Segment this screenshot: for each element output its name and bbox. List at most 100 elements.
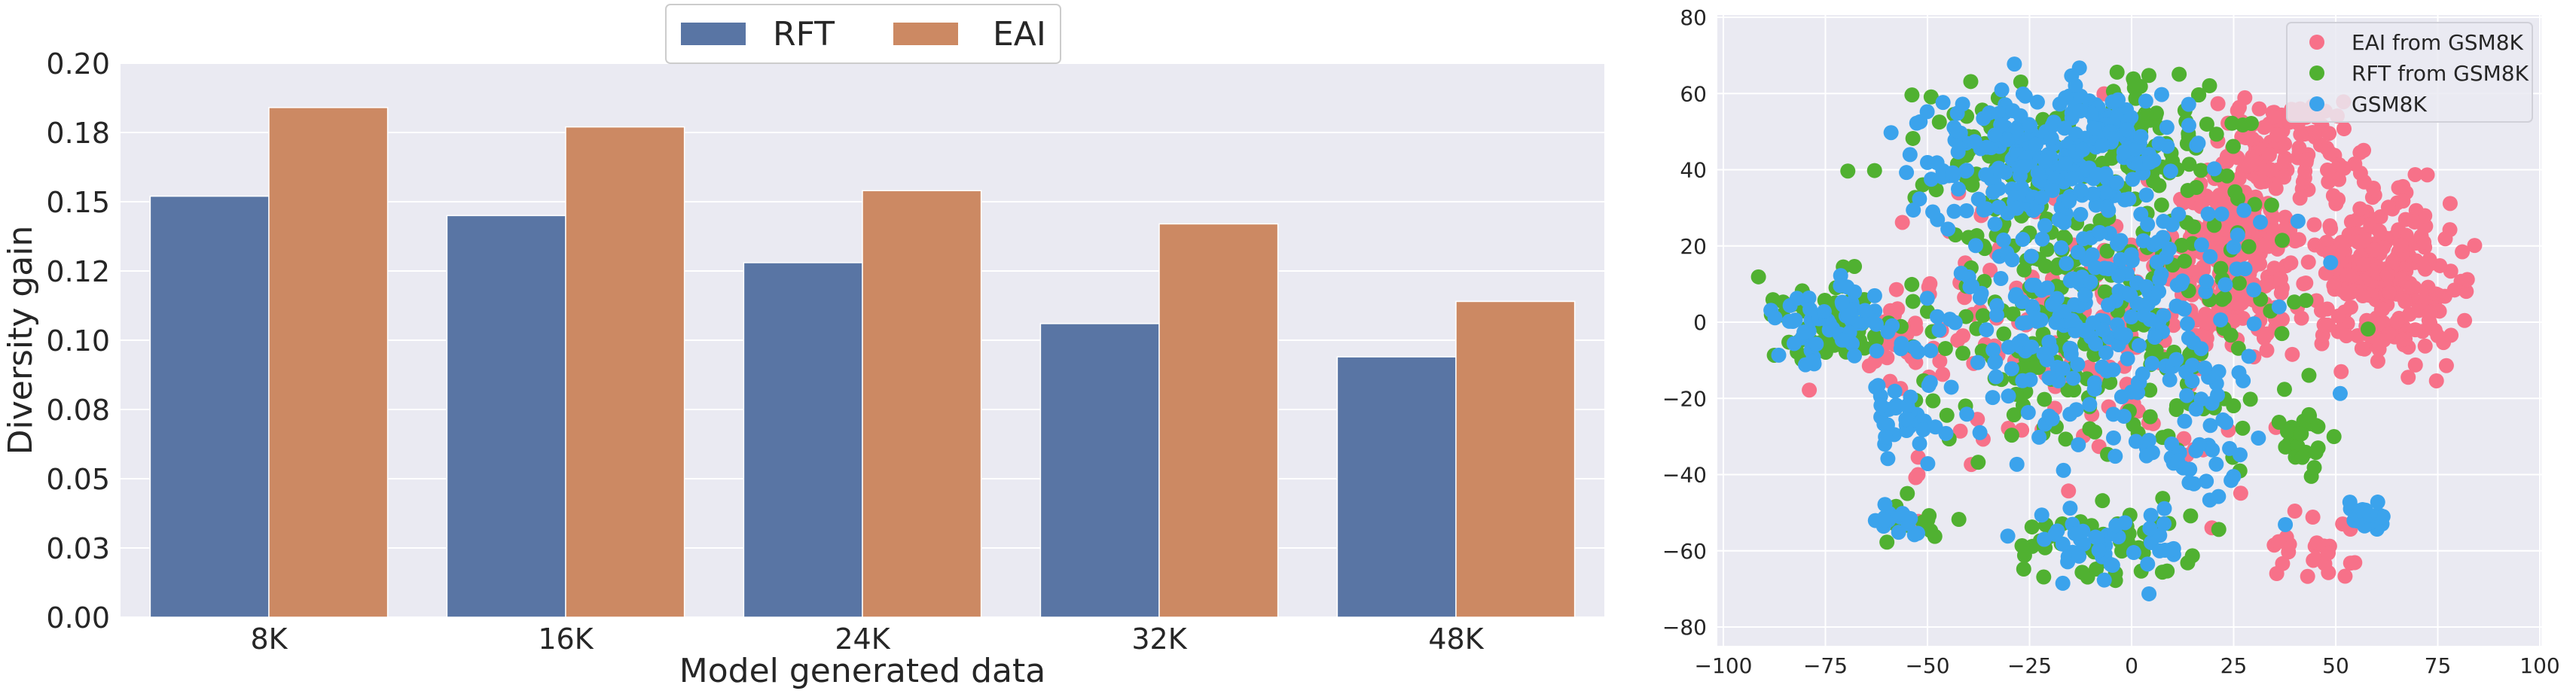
scatter-point-gsm8k: [2181, 117, 2196, 133]
scatter-x-tick-label: 100: [2520, 653, 2559, 678]
scatter-point-eai-from-gsm8k: [2403, 279, 2419, 295]
scatter-point-gsm8k: [1947, 315, 1963, 330]
scatter-point-gsm8k: [2184, 373, 2200, 389]
scatter-point-eai-from-gsm8k: [2319, 301, 2335, 317]
scatter-point-gsm8k: [2062, 501, 2078, 516]
scatter-point-rft-from-gsm8k: [2294, 449, 2310, 465]
scatter-point-gsm8k: [1808, 336, 1824, 352]
scatter-point-rft-from-gsm8k: [2298, 293, 2314, 309]
scatter-point-gsm8k: [1919, 104, 1935, 120]
scatter-point-rft-from-gsm8k: [2016, 561, 2031, 577]
scatter-point-gsm8k: [2016, 159, 2031, 175]
scatter-point-rft-from-gsm8k: [2225, 138, 2241, 154]
scatter-point-gsm8k: [2034, 231, 2050, 247]
scatter-point-gsm8k: [1987, 127, 2003, 143]
scatter-point-eai-from-gsm8k: [2355, 288, 2370, 303]
scatter-point-gsm8k: [2085, 186, 2101, 202]
scatter-point-eai-from-gsm8k: [2296, 276, 2312, 292]
bar-rft-32k: [1039, 323, 1160, 618]
scatter-point-rft-from-gsm8k: [1905, 294, 1921, 309]
scatter-point-gsm8k: [1767, 310, 1783, 326]
scatter-point-eai-from-gsm8k: [2210, 96, 2226, 111]
scatter-point-rft-from-gsm8k: [2169, 402, 2184, 418]
scatter-point-gsm8k: [1921, 377, 1937, 393]
scatter-point-gsm8k: [2162, 542, 2178, 558]
scatter-point-gsm8k: [2043, 130, 2059, 146]
scatter-point-gsm8k: [2181, 330, 2196, 346]
scatter-point-rft-from-gsm8k: [2181, 157, 2197, 172]
scatter-point-eai-from-gsm8k: [1888, 282, 1904, 297]
scatter-point-eai-from-gsm8k: [2277, 209, 2293, 225]
scatter-point-gsm8k: [2151, 284, 2167, 300]
scatter-point-gsm8k: [2202, 418, 2218, 434]
scatter-point-rft-from-gsm8k: [1921, 508, 1937, 524]
scatter-point-gsm8k: [1877, 497, 1893, 513]
scatter-point-rft-from-gsm8k: [1970, 455, 1986, 470]
scatter-point-rft-from-gsm8k: [2074, 565, 2090, 580]
scatter-point-rft-from-gsm8k: [1931, 114, 1947, 130]
scatter-point-gsm8k: [2142, 154, 2158, 170]
scatter-point-gsm8k: [2062, 193, 2077, 209]
scatter-point-gsm8k: [2206, 161, 2222, 177]
scatter-point-gsm8k: [2138, 278, 2154, 294]
scatter-point-gsm8k: [2116, 144, 2132, 160]
bar-legend: RFT EAI: [665, 4, 1061, 64]
scatter-point-eai-from-gsm8k: [2306, 217, 2322, 233]
scatter-point-gsm8k: [1789, 291, 1805, 306]
scatter-point-eai-from-gsm8k: [2330, 191, 2346, 207]
scatter-point-gsm8k: [2022, 118, 2038, 134]
scatter-y-tick-label: 40: [1680, 158, 1707, 183]
scatter-point-eai-from-gsm8k: [2401, 370, 2416, 385]
scatter-point-gsm8k: [2121, 191, 2137, 207]
scatter-point-gsm8k: [2140, 217, 2156, 233]
scatter-point-eai-from-gsm8k: [2283, 255, 2299, 271]
scatter-point-rft-from-gsm8k: [2087, 424, 2103, 440]
scatter-point-eai-from-gsm8k: [2165, 318, 2181, 333]
scatter-point-gsm8k: [2179, 388, 2195, 403]
scatter-point-gsm8k: [2058, 90, 2074, 105]
scatter-point-gsm8k: [2236, 202, 2252, 218]
scatter-point-gsm8k: [2156, 516, 2172, 531]
scatter-point-gsm8k: [2186, 476, 2202, 492]
scatter-point-gsm8k: [2120, 351, 2135, 367]
scatter-point-gsm8k: [2246, 316, 2262, 332]
scatter-point-gsm8k: [1994, 82, 2010, 98]
scatter-point-gsm8k: [2159, 138, 2175, 154]
scatter-point-gsm8k: [1909, 115, 1924, 131]
scatter-point-gsm8k: [1979, 139, 1995, 155]
scatter-point-gsm8k: [2060, 549, 2076, 565]
scatter-point-rft-from-gsm8k: [2326, 429, 2342, 445]
scatter-point-gsm8k: [2278, 516, 2294, 532]
scatter-point-eai-from-gsm8k: [2305, 510, 2321, 525]
scatter-point-rft-from-gsm8k: [1879, 534, 1895, 550]
scatter-point-eai-from-gsm8k: [2393, 238, 2409, 254]
scatter-point-gsm8k: [2044, 297, 2060, 312]
scatter-point-eai-from-gsm8k: [2336, 121, 2352, 137]
scatter-point-gsm8k: [2147, 330, 2162, 345]
scatter-point-gsm8k: [2138, 187, 2154, 203]
scatter-point-gsm8k: [2131, 338, 2147, 354]
scatter-point-gsm8k: [1988, 307, 2004, 323]
scatter-point-eai-from-gsm8k: [1890, 301, 1906, 317]
scatter-point-gsm8k: [1951, 181, 1967, 197]
scatter-point-eai-from-gsm8k: [2343, 300, 2358, 315]
scatter-point-gsm8k: [2041, 370, 2057, 386]
scatter-point-gsm8k: [2107, 449, 2123, 464]
bar-eai-32k: [1158, 223, 1279, 618]
scatter-y-tick-label: 0: [1693, 310, 1707, 335]
scatter-point-gsm8k: [2199, 473, 2214, 489]
scatter-point-eai-from-gsm8k: [2354, 341, 2370, 357]
scatter-point-gsm8k: [1873, 397, 1889, 413]
scatter-point-gsm8k: [2067, 525, 2083, 541]
scatter-point-gsm8k: [2190, 135, 2206, 151]
scatter-point-gsm8k: [1946, 203, 1962, 219]
scatter-point-gsm8k: [1979, 201, 1995, 217]
scatter-point-gsm8k: [1919, 291, 1935, 306]
scatter-point-rft-from-gsm8k: [2214, 291, 2230, 307]
scatter-point-eai-from-gsm8k: [2061, 483, 2077, 499]
scatter-point-gsm8k: [1964, 278, 1980, 294]
scatter-point-gsm8k: [2202, 248, 2218, 264]
scatter-point-gsm8k: [1987, 355, 2003, 370]
scatter-point-gsm8k: [2197, 360, 2213, 376]
scatter-point-gsm8k: [1898, 412, 1914, 428]
